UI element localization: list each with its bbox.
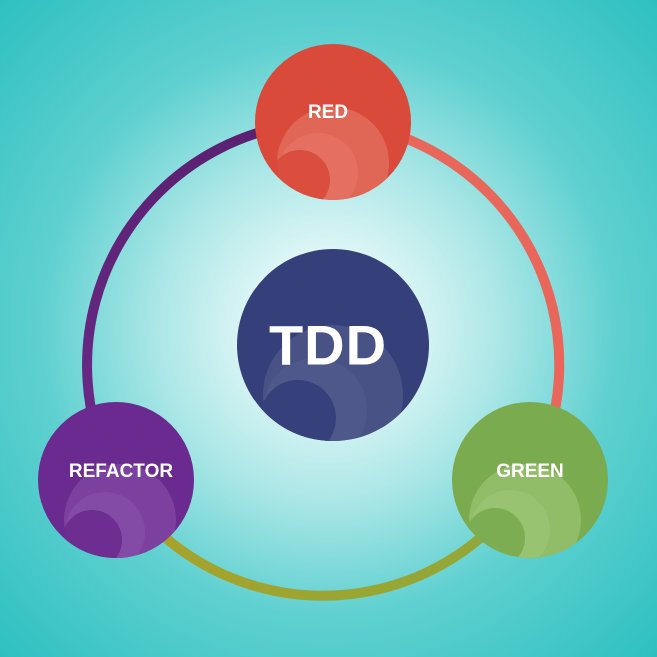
center-tdd-label: TDD bbox=[268, 313, 388, 377]
node-green bbox=[452, 402, 608, 558]
node-green-label: GREEN bbox=[496, 461, 564, 482]
node-red bbox=[255, 44, 411, 200]
node-center-tdd bbox=[237, 249, 429, 441]
node-red-label: RED bbox=[307, 102, 349, 123]
node-refactor bbox=[38, 402, 194, 558]
node-refactor-label: REFACTOR bbox=[68, 461, 174, 482]
